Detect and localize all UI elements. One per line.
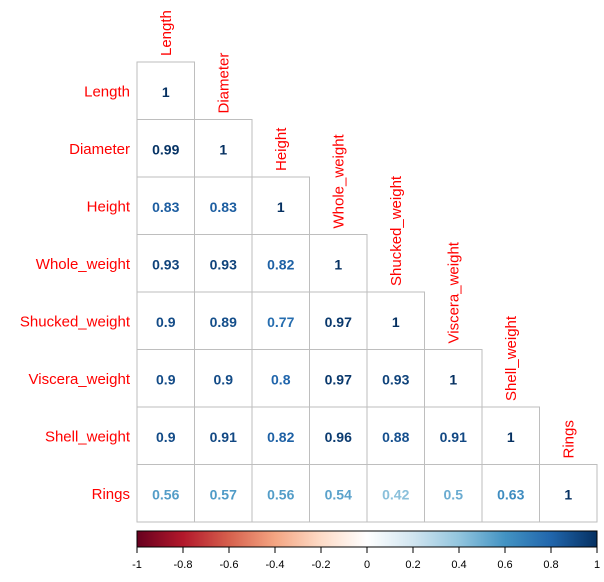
matrix-cell-Diameter-Length — [136, 119, 195, 178]
correlation-value-Shell_weight-Whole_weight: 0.96 — [325, 429, 352, 445]
correlation-value-Viscera_weight-Whole_weight: 0.97 — [325, 371, 352, 387]
correlation-value-Shell_weight-Diameter: 0.91 — [210, 429, 237, 445]
colorbar-gradient — [136, 530, 598, 548]
colorbar-tick-label: -0.8 — [174, 559, 193, 571]
correlation-value-Shell_weight-Shucked_weight: 0.88 — [382, 429, 409, 445]
correlation-value-Height-Length: 0.83 — [152, 199, 179, 215]
matrix-cell-Shell_weight-Whole_weight — [309, 406, 368, 465]
row-label-Height: Height — [87, 198, 131, 215]
correlation-value-Rings-Rings: 1 — [564, 486, 572, 502]
correlation-value-Diameter-Diameter: 1 — [219, 141, 227, 157]
correlation-value-Shucked_weight-Whole_weight: 0.97 — [325, 314, 352, 330]
colorbar-tick-label: 0.4 — [451, 559, 466, 571]
column-labels: Length Diameter Height Whole_weight Shucked_… — [158, 10, 578, 458]
colorbar-tick-label: 0 — [364, 559, 370, 571]
row-label-Shucked_weight: Shucked_weight — [20, 313, 131, 330]
column-label-Diameter: Diameter — [215, 53, 232, 114]
row-label-Length: Length — [84, 83, 130, 100]
correlation-value-Height-Diameter: 0.83 — [210, 199, 237, 215]
correlation-value-Shell_weight-Height: 0.82 — [267, 429, 294, 445]
colorbar-tick-label: 0.6 — [497, 559, 512, 571]
matrix-cell-Rings-Height — [251, 464, 310, 523]
correlation-value-Shucked_weight-Diameter: 0.89 — [210, 314, 237, 330]
colorbar-tick-label: 0.8 — [543, 559, 558, 571]
correlation-value-Rings-Height: 0.56 — [267, 486, 294, 502]
row-label-Whole_weight: Whole_weight — [36, 256, 131, 273]
correlation-value-Viscera_weight-Shucked_weight: 0.93 — [382, 371, 409, 387]
matrix-cell-Shell_weight-Diameter — [194, 406, 253, 465]
correlation-value-Viscera_weight-Height: 0.8 — [271, 371, 291, 387]
correlation-value-Rings-Whole_weight: 0.54 — [325, 486, 352, 502]
matrix-cell-Shell_weight-Viscera_weight — [424, 406, 483, 465]
row-label-Shell_weight: Shell_weight — [45, 428, 131, 445]
colorbar-tick-label: 0.2 — [405, 559, 420, 571]
correlation-value-Diameter-Length: 0.99 — [152, 141, 179, 157]
correlation-value-Viscera_weight-Diameter: 0.9 — [214, 371, 234, 387]
correlation-value-Shell_weight-Length: 0.9 — [156, 429, 176, 445]
column-label-Rings: Rings — [560, 420, 577, 458]
matrix-cell-Height-Height — [251, 176, 310, 235]
colorbar-tick-label: 1 — [594, 559, 600, 571]
matrix-cell-Whole_weight-Diameter — [194, 234, 253, 293]
matrix-grid — [136, 61, 598, 523]
correlation-value-Rings-Shucked_weight: 0.42 — [382, 486, 409, 502]
correlation-value-Whole_weight-Whole_weight: 1 — [334, 256, 342, 272]
colorbar-tick-label: -0.2 — [312, 559, 331, 571]
correlation-value-Whole_weight-Diameter: 0.93 — [210, 256, 237, 272]
correlation-value-Rings-Length: 0.56 — [152, 486, 179, 502]
column-label-Length: Length — [158, 10, 175, 56]
matrix-cell-Diameter-Diameter — [194, 119, 253, 178]
correlation-value-Viscera_weight-Length: 0.9 — [156, 371, 176, 387]
matrix-cell-Viscera_weight-Length — [136, 349, 195, 408]
correlation-value-Whole_weight-Height: 0.82 — [267, 256, 294, 272]
column-label-Viscera_weight: Viscera_weight — [445, 241, 462, 343]
column-label-Whole_weight: Whole_weight — [330, 133, 347, 228]
correlation-value-Shell_weight-Shell_weight: 1 — [507, 429, 515, 445]
correlation-value-Whole_weight-Length: 0.93 — [152, 256, 179, 272]
colorbar-tick-label: -0.6 — [220, 559, 239, 571]
matrix-cell-Rings-Shell_weight — [481, 464, 540, 523]
correlation-value-Viscera_weight-Viscera_weight: 1 — [449, 371, 457, 387]
matrix-cell-Viscera_weight-Diameter — [194, 349, 253, 408]
matrix-cell-Whole_weight-Whole_weight — [309, 234, 368, 293]
matrix-cell-Shell_weight-Shell_weight — [481, 406, 540, 465]
matrix-cell-Viscera_weight-Height — [251, 349, 310, 408]
colorbar-tick-label: -1 — [132, 559, 142, 571]
correlation-value-Rings-Viscera_weight: 0.5 — [444, 486, 464, 502]
correlation-value-Shucked_weight-Shucked_weight: 1 — [392, 314, 400, 330]
colorbar — [136, 530, 598, 548]
matrix-cell-Rings-Rings — [539, 464, 598, 523]
matrix-cell-Length-Length — [136, 61, 195, 120]
matrix-cell-Shucked_weight-Whole_weight — [309, 291, 368, 350]
correlation-value-Length-Length: 1 — [162, 84, 170, 100]
matrix-cell-Rings-Viscera_weight — [424, 464, 483, 523]
correlation-value-Rings-Shell_weight: 0.63 — [497, 486, 524, 502]
matrix-cell-Viscera_weight-Shucked_weight — [366, 349, 425, 408]
matrix-cell-Viscera_weight-Whole_weight — [309, 349, 368, 408]
column-label-Shell_weight: Shell_weight — [503, 315, 520, 401]
row-labels: Length Diameter Height Whole_weight Shucked_… — [20, 83, 131, 503]
matrix-cell-Shucked_weight-Diameter — [194, 291, 253, 350]
correlation-value-Rings-Diameter: 0.57 — [210, 486, 237, 502]
row-label-Viscera_weight: Viscera_weight — [29, 371, 131, 388]
row-label-Rings: Rings — [92, 486, 130, 503]
row-label-Diameter: Diameter — [69, 141, 130, 158]
colorbar-tick-label: -0.4 — [266, 559, 285, 571]
matrix-cell-Viscera_weight-Viscera_weight — [424, 349, 483, 408]
correlation-value-Height-Height: 1 — [277, 199, 285, 215]
colorbar-ticks: -1 -0.8 -0.6 -0.4 -0.2 0 0.2 0.4 0.6 0.8 1 — [132, 547, 600, 571]
correlation-value-Shucked_weight-Height: 0.77 — [267, 314, 294, 330]
matrix-cell-Rings-Length — [136, 464, 195, 523]
matrix-cell-Shell_weight-Length — [136, 406, 195, 465]
column-label-Shucked_weight: Shucked_weight — [388, 175, 405, 286]
matrix-values: 1 0.99 1 0.83 0.83 1 0.93 0.93 0.82 1 0.9 0.89 0.77 0… — [152, 84, 572, 503]
column-label-Height: Height — [273, 127, 290, 171]
correlation-value-Shell_weight-Viscera_weight: 0.91 — [440, 429, 467, 445]
correlation-value-Shucked_weight-Length: 0.9 — [156, 314, 176, 330]
